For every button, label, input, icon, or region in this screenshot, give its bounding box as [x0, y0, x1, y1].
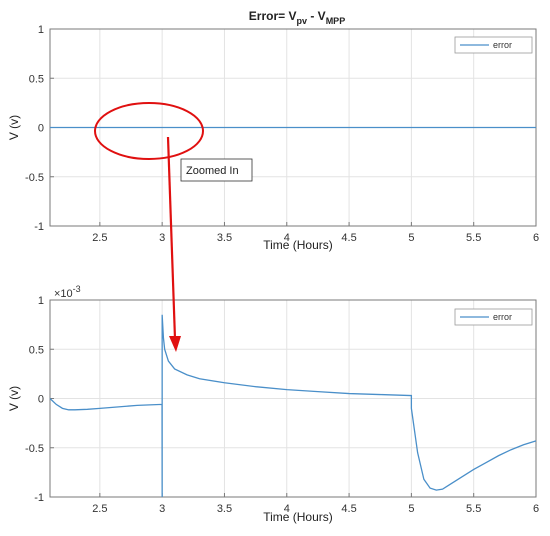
y-tick-label: -0.5: [25, 172, 44, 184]
chart-panel-1: 2.5 3 3.5 4 4.5 5 5.5 6 1 0.5 0 -0.5 -1 Time (Hours) V…: [7, 24, 539, 252]
chart-title: Error= Vpv - VMPP: [249, 9, 345, 26]
legend-box: [454, 308, 533, 326]
legend-label: error: [493, 40, 512, 50]
chart-title-part: Error= V: [249, 9, 297, 23]
y-tick-label: 0.5: [29, 73, 44, 85]
x-tick-label: 5: [408, 232, 414, 244]
series-line-error: [49, 314, 537, 498]
x-tick-label: 6: [533, 503, 539, 515]
x-tick-label: 5.5: [466, 232, 481, 244]
zoom-highlight-ellipse: [94, 102, 204, 160]
chart-title-part: pv: [297, 16, 308, 26]
y-tick-label: -1: [34, 221, 44, 233]
y-tick-label: 1: [38, 24, 44, 36]
x-tick-label: 3: [159, 503, 165, 515]
y-axis-label: V (v): [7, 386, 21, 411]
x-tick-label: 4.5: [341, 503, 356, 515]
annotation-text: Zoomed In: [186, 165, 239, 177]
x-tick-label: 5: [408, 503, 414, 515]
x-tick-label: 3.5: [217, 503, 232, 515]
y-axis-label: V (v): [7, 115, 21, 140]
x-tick-label: 5.5: [466, 503, 481, 515]
y-tick-label: -0.5: [25, 443, 44, 455]
x-tick-label: 3.5: [217, 232, 232, 244]
chart-panel-2: 2.5 3 3.5 4 4.5 5 5.5 6 1 0.5 0 -0.5 -1 Time (Hours) V…: [7, 295, 539, 524]
legend-box: [454, 36, 533, 54]
x-tick-label: 6: [533, 232, 539, 244]
legend-label: error: [493, 312, 512, 322]
chart-title-part: - V: [307, 9, 326, 23]
x-tick-label: 3: [159, 232, 165, 244]
x-axis-label: Time (Hours): [263, 238, 333, 252]
x-tick-label: 4.5: [341, 232, 356, 244]
zoom-arrow-shaft: [166, 136, 177, 340]
annotation-box: [180, 158, 253, 182]
y-exponent-power: -3: [73, 284, 81, 294]
y-tick-label: 0: [38, 394, 44, 406]
x-tick-label: 2.5: [92, 232, 107, 244]
y-tick-label: -1: [34, 492, 44, 504]
y-tick-label: 0.5: [29, 344, 44, 356]
x-tick-label: 4: [284, 503, 290, 515]
y-tick-label: 0: [38, 123, 44, 135]
chart-title-part: MPP: [326, 16, 346, 26]
x-tick-label: 2.5: [92, 503, 107, 515]
x-axis-label: Time (Hours): [263, 510, 333, 524]
y-tick-label: 1: [38, 295, 44, 307]
y-exponent-label: ×10-3: [54, 284, 81, 300]
zoom-arrow-head: [169, 336, 181, 352]
x-tick-label: 4: [284, 232, 290, 244]
y-exponent-base: ×10: [54, 288, 73, 300]
